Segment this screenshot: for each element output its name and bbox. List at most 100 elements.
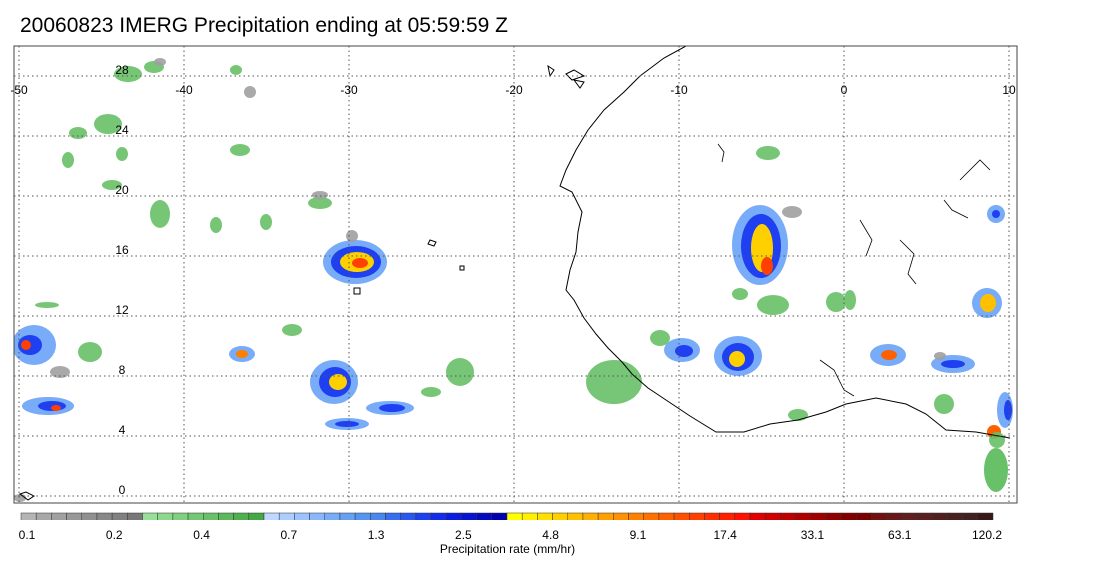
storm-cluster-5w-16n xyxy=(732,205,788,285)
colorbar-swatch xyxy=(218,512,234,520)
colorbar-swatch xyxy=(309,512,325,520)
colorbar-swatch xyxy=(916,512,933,520)
colorbar-swatch xyxy=(764,512,781,520)
colorbar-swatch xyxy=(886,512,903,520)
colorbar-swatch xyxy=(795,512,811,520)
colorbar-swatch xyxy=(81,512,98,520)
colorbar-tick: 63.1 xyxy=(888,528,912,542)
colorbar-swatch xyxy=(20,512,37,520)
colorbar-swatch xyxy=(203,512,219,520)
colorbar-tick: 17.4 xyxy=(713,528,737,542)
storm-cluster-30w-7n xyxy=(229,346,414,430)
lon-label: -40 xyxy=(175,83,193,97)
colorbar-tick: 0.2 xyxy=(105,528,123,542)
colorbar-swatch xyxy=(689,512,705,520)
colorbar-swatch xyxy=(263,512,280,520)
precip-layer xyxy=(14,58,1013,502)
lat-label: 16 xyxy=(115,243,129,257)
lat-label: 28 xyxy=(115,63,129,77)
lat-label: 24 xyxy=(115,123,129,137)
colorbar-swatch xyxy=(35,512,52,520)
lon-label: 10 xyxy=(1002,83,1016,97)
colorbar-swatch xyxy=(552,512,568,520)
lon-label: -30 xyxy=(340,83,358,97)
colorbar-swatch xyxy=(430,512,447,520)
colorbar-swatch xyxy=(142,512,158,520)
colorbar-swatch xyxy=(749,512,766,520)
colorbar-swatch xyxy=(840,512,857,520)
colorbar-swatch xyxy=(506,512,523,520)
colorbar-swatch xyxy=(491,512,508,520)
gridlines xyxy=(14,46,1017,503)
colorbar-tick: 120.2 xyxy=(971,528,1003,542)
colorbar-swatch xyxy=(704,512,720,520)
colorbar-swatch xyxy=(415,512,432,520)
lat-label: 8 xyxy=(119,363,126,377)
map-background xyxy=(14,46,1017,503)
colorbar-swatch xyxy=(901,512,918,520)
colorbar-swatch xyxy=(446,512,462,520)
colorbar-swatch xyxy=(947,512,963,520)
colorbar-swatch xyxy=(294,512,310,520)
lon-label: -20 xyxy=(505,83,523,97)
colorbar-swatch xyxy=(673,512,690,520)
colorbar-tick: 4.8 xyxy=(542,528,559,542)
colorbar-swatch xyxy=(856,512,872,520)
map-title: 20060823 IMERG Precipitation ending at 0… xyxy=(20,14,508,37)
colorbar-swatch xyxy=(825,512,842,520)
colorbar-swatch xyxy=(233,512,250,520)
country-borders xyxy=(717,143,991,397)
latitude-labels: 0 4 8 12 16 20 24 28 xyxy=(115,63,129,497)
colorbar-swatch xyxy=(324,512,341,520)
colorbar-tick-labels: 0.1 0.2 0.4 0.7 1.3 2.5 4.8 9.1 17.4 33.1 63.1 120.… xyxy=(0,528,1101,544)
colorbar-swatch xyxy=(734,512,751,520)
colorbar-swatch xyxy=(658,512,675,520)
lat-label: 20 xyxy=(115,183,129,197)
colorbar-tick: 1.3 xyxy=(367,528,385,542)
lon-label: -10 xyxy=(670,83,688,97)
colorbar-swatch xyxy=(127,512,143,520)
map-frame xyxy=(13,45,1018,504)
lon-label: -50 xyxy=(10,83,28,97)
colorbar-swatch xyxy=(719,512,736,520)
longitude-labels: -50 -40 -30 -20 -10 0 10 xyxy=(10,83,1016,97)
colorbar-swatch xyxy=(613,512,629,520)
light-precip-scatter xyxy=(35,61,1005,448)
colorbar-swatch xyxy=(962,512,979,520)
storm-cluster-6w-9n xyxy=(664,336,762,376)
storm-cluster-east xyxy=(870,205,1013,492)
colorbar-tick: 0.7 xyxy=(280,528,298,542)
storm-cluster-29w-16n xyxy=(323,240,387,284)
colorbar-swatch xyxy=(643,512,660,520)
colorbar-swatch xyxy=(66,512,82,520)
colorbar-swatch xyxy=(521,512,538,520)
colorbar-tick: 0.4 xyxy=(193,528,210,542)
storm-cluster-west xyxy=(14,325,74,415)
colorbar-swatch xyxy=(385,512,401,520)
lon-label: 0 xyxy=(841,83,848,97)
colorbar-swatch xyxy=(339,512,356,520)
colorbar-swatch xyxy=(597,512,614,520)
colorbar-swatch xyxy=(187,512,204,520)
colorbar-swatch xyxy=(567,512,584,520)
colorbar-tick: 2.5 xyxy=(455,528,472,542)
colorbar-tick: 0.1 xyxy=(18,528,36,542)
trace-precip-scatter xyxy=(14,58,946,502)
colorbar-swatch xyxy=(461,512,477,520)
precipitation-map: -50 -40 -30 -20 -10 0 10 0 4 8 12 16 20 24 28 xyxy=(10,45,1018,520)
colorbar-swatch xyxy=(582,512,599,520)
colorbar-swatch xyxy=(810,512,827,520)
colorbar-swatch xyxy=(172,512,189,520)
colorbar-swatch xyxy=(476,512,493,520)
colorbar-swatch xyxy=(400,512,417,520)
colorbar-swatch xyxy=(96,512,113,520)
colorbar-swatch xyxy=(977,512,994,520)
colorbar-swatch xyxy=(278,512,295,520)
colorbar-swatch xyxy=(932,512,948,520)
colorbar-tick: 33.1 xyxy=(800,528,825,542)
lat-label: 0 xyxy=(119,483,126,497)
colorbar-swatch xyxy=(871,512,887,520)
colorbar-swatch xyxy=(537,512,553,520)
colorbar-swatch xyxy=(780,512,796,520)
colorbar-swatch xyxy=(51,512,67,520)
